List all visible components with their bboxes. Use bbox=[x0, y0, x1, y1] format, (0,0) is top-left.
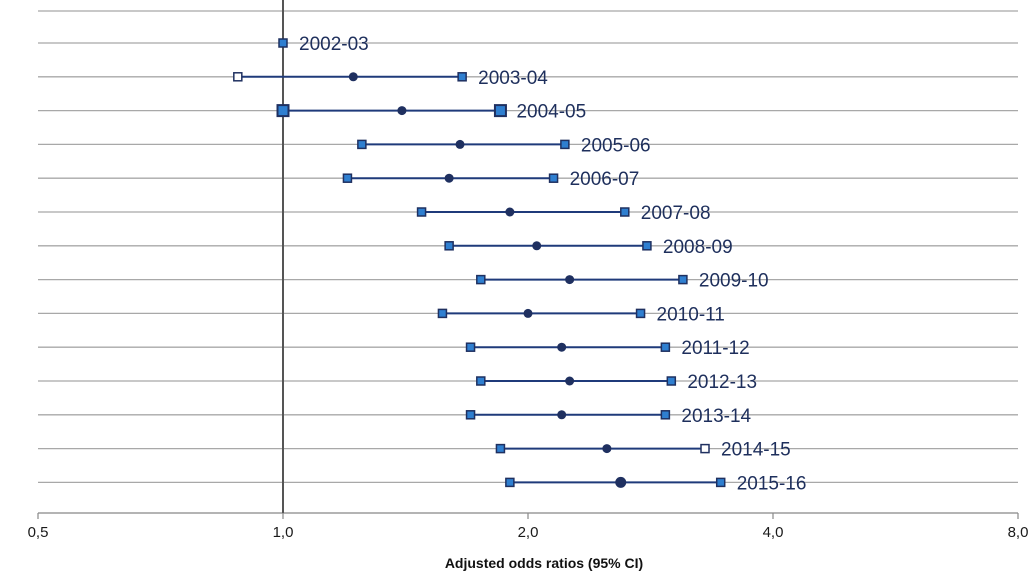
ci-upper-marker bbox=[660, 410, 671, 420]
ci-upper-marker bbox=[635, 308, 646, 319]
point-estimate bbox=[565, 275, 575, 285]
ci-upper-marker bbox=[620, 207, 630, 217]
ci-lower-marker bbox=[342, 173, 353, 183]
point-estimate bbox=[565, 376, 575, 386]
ci-lower-marker bbox=[278, 38, 288, 48]
x-tick-label: 2,0 bbox=[518, 524, 539, 541]
forest-row: 2004-05 bbox=[276, 102, 586, 123]
forest-row: 2014-15 bbox=[495, 440, 791, 461]
row-label: 2004-05 bbox=[516, 102, 586, 123]
ci-upper-marker bbox=[715, 477, 726, 488]
ci-upper-marker bbox=[548, 173, 559, 183]
forest-row: 2015-16 bbox=[505, 473, 807, 494]
x-tick-label: 1,0 bbox=[273, 524, 294, 541]
point-estimate bbox=[557, 342, 567, 352]
ci-upper-marker bbox=[493, 104, 507, 118]
row-label: 2013-14 bbox=[681, 406, 751, 427]
row-label: 2008-09 bbox=[663, 237, 733, 258]
ci-lower-marker bbox=[444, 241, 454, 251]
x-axis-title: Adjusted odds ratios (95% CI) bbox=[445, 555, 643, 571]
forest-row: 2012-13 bbox=[476, 372, 757, 393]
x-tick-label: 8,0 bbox=[1008, 524, 1029, 541]
ci-lower-marker bbox=[437, 308, 448, 319]
x-axis: 0,5 1,0 2,0 4,0 8,0 bbox=[28, 512, 1029, 541]
point-estimate bbox=[615, 476, 627, 488]
forest-row: 2007-08 bbox=[416, 203, 711, 224]
ci-lower-marker bbox=[357, 139, 367, 150]
ci-lower-marker bbox=[465, 410, 476, 420]
ci-lower-marker bbox=[276, 104, 290, 118]
forest-row: 2008-09 bbox=[444, 237, 733, 258]
row-label: 2009-10 bbox=[699, 271, 769, 292]
row-label: 2015-16 bbox=[737, 473, 807, 494]
forest-row: 2011-12 bbox=[465, 338, 750, 359]
row-label: 2006-07 bbox=[570, 169, 640, 190]
ci-lower-marker bbox=[476, 274, 486, 285]
ci-upper-marker bbox=[678, 274, 688, 285]
ci-lower-marker bbox=[465, 342, 476, 352]
ci-upper-marker bbox=[666, 376, 677, 386]
ci-upper-marker bbox=[642, 241, 652, 251]
forest-row: 2005-06 bbox=[357, 135, 651, 156]
row-label: 2005-06 bbox=[581, 135, 651, 156]
x-tick-label: 0,5 bbox=[28, 524, 49, 541]
point-estimate bbox=[397, 106, 407, 116]
forest-row: 2002-03 bbox=[278, 34, 369, 55]
ci-lower-marker bbox=[476, 376, 486, 386]
forest-row: 2009-10 bbox=[476, 271, 769, 292]
point-estimate bbox=[557, 410, 567, 420]
point-estimate bbox=[505, 207, 515, 217]
row-label: 2012-13 bbox=[687, 372, 757, 393]
point-estimate bbox=[348, 72, 358, 82]
row-label: 2003-04 bbox=[478, 68, 548, 89]
point-estimate bbox=[444, 173, 454, 183]
ci-upper-marker bbox=[660, 342, 671, 352]
ci-upper-marker bbox=[457, 72, 467, 82]
forest-row: 2010-11 bbox=[437, 304, 725, 325]
row-label: 2014-15 bbox=[721, 440, 791, 461]
x-tick-label: 4,0 bbox=[763, 524, 784, 541]
ci-lower-marker bbox=[416, 207, 427, 217]
point-estimate bbox=[532, 241, 542, 251]
row-label: 2007-08 bbox=[641, 203, 711, 224]
row-label: 2011-12 bbox=[681, 338, 749, 359]
forest-row: 2013-14 bbox=[465, 406, 752, 427]
forest-row: 2006-07 bbox=[342, 169, 640, 190]
ci-upper-marker bbox=[700, 443, 710, 454]
ci-lower-marker bbox=[505, 477, 515, 488]
point-estimate bbox=[602, 444, 612, 454]
ci-lower-marker bbox=[233, 72, 243, 82]
ci-lower-marker bbox=[495, 443, 506, 454]
row-label: 2002-03 bbox=[299, 34, 369, 55]
forest-rows: 2002-03 2003-04 2004-05 2005-06 2006-072007-… bbox=[233, 34, 807, 494]
ci-upper-marker bbox=[560, 139, 570, 150]
forest-row: 2003-04 bbox=[233, 68, 548, 89]
row-label: 2010-11 bbox=[657, 304, 725, 325]
point-estimate bbox=[455, 139, 465, 149]
point-estimate bbox=[523, 308, 533, 318]
